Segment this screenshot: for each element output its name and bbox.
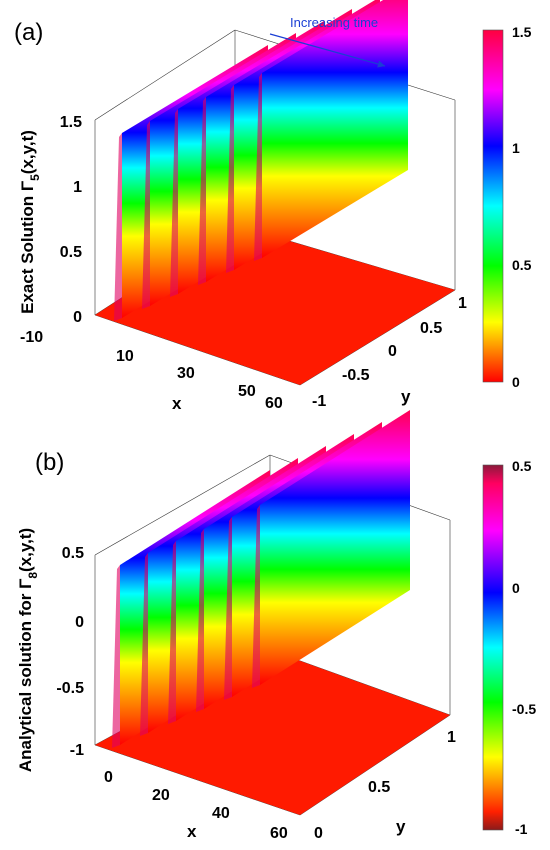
- panel-b-y-tick: 0.5: [368, 779, 390, 796]
- panel-b-cb-tick: -1: [515, 821, 528, 837]
- panel-b-xlabel: x: [187, 822, 197, 841]
- panel-b-y-tick: 1: [447, 729, 456, 746]
- panel-a-y-tick: 1: [458, 295, 467, 312]
- ridge-edge: [252, 505, 260, 688]
- ridge-edge: [254, 73, 262, 261]
- panel-b-x-tick: 60: [270, 825, 288, 842]
- panel-a-zlabel: Exact Solution Γ5(x,y,t): [18, 130, 42, 314]
- panel-a-zlabel-main: Exact Solution Γ: [18, 181, 37, 314]
- ridge-wall: [260, 410, 410, 685]
- panel-a-xlabel: x: [172, 394, 182, 413]
- panel-a-z-tick: 1: [73, 179, 82, 196]
- panel-a-x-tick: 50: [238, 383, 256, 400]
- panel-b-colorbar-ticks: -1 -0.5 0 0.5: [512, 458, 536, 837]
- panel-b-x-ticks: 0 20 40 60: [104, 769, 288, 842]
- ridge-edge: [112, 565, 120, 748]
- panel-b-zlabel-tail: (x,y,t): [16, 528, 35, 572]
- panel-a-colorbar-ticks: 0 0.5 1 1.5: [512, 24, 532, 390]
- panel-b: (b) -1 -0.5 0 0.5 Analytical solution fo…: [16, 410, 536, 842]
- panel-b-floor: [95, 650, 450, 815]
- panel-b-x-tick: 0: [104, 769, 113, 786]
- panel-a-x-tick: 30: [177, 365, 195, 382]
- ridge-edge: [226, 85, 234, 273]
- panel-b-colorbar: [482, 464, 504, 831]
- panel-a-y-ticks: -1 -0.5 0 0.5 1: [312, 295, 467, 410]
- panel-a-z-tick: 1.5: [60, 114, 82, 131]
- panel-b-z-tick: 0: [75, 614, 84, 631]
- panel-a-ylabel: y: [401, 387, 411, 406]
- panel-b-ridges: [112, 410, 410, 748]
- panel-b-z-tick: 0.5: [62, 545, 84, 562]
- panel-a-cb-tick: 0: [512, 374, 520, 390]
- ridge-edge: [198, 97, 206, 285]
- panel-b-cb-tick: -0.5: [512, 701, 536, 717]
- panel-a-y-tick: 0.5: [420, 320, 442, 337]
- panel-b-y-tick: 0: [314, 825, 323, 842]
- panel-b-label: (b): [35, 449, 64, 476]
- ridge-edge: [224, 517, 232, 700]
- panel-a-cb-tick: 1: [512, 140, 520, 156]
- panel-a-ridges: [114, 0, 408, 321]
- panel-a-z-ticks: 0 0.5 1 1.5: [60, 114, 82, 326]
- panel-a-annotation: Increasing time: [290, 15, 378, 30]
- panel-a-zlabel-sub: 5: [28, 174, 42, 181]
- panel-a-y-tick: 0: [388, 343, 397, 360]
- panel-a-colorbar: [482, 29, 504, 383]
- panel-a-x-tick: -10: [20, 329, 43, 346]
- panel-a-cb-tick: 0.5: [512, 257, 532, 273]
- panel-a: (a) Increasing time 0 0.5 1 1.5: [14, 0, 532, 413]
- panel-a-annotation-arrow: [269, 33, 386, 68]
- panel-a-y-tick: -0.5: [342, 367, 370, 384]
- panel-b-cb-tick: 0.5: [512, 458, 532, 474]
- panel-b-zlabel-main: Analytical solution for Γ: [16, 579, 35, 772]
- ridge-wall: [262, 0, 408, 258]
- panel-b-x-tick: 40: [212, 805, 230, 822]
- ridge-edge: [140, 553, 148, 736]
- ridge-edge: [142, 121, 150, 309]
- panel-a-x-tick: 60: [265, 395, 283, 412]
- ridge-edge: [196, 529, 204, 712]
- panel-a-z-tick: 0: [73, 309, 82, 326]
- ridge-edge: [168, 541, 176, 724]
- panel-b-zlabel: Analytical solution for Γ8(x,y,t): [16, 528, 40, 772]
- panel-b-z-tick: -1: [70, 742, 84, 759]
- panel-b-ylabel: y: [396, 817, 406, 836]
- panel-a-z-tick: 0.5: [60, 244, 82, 261]
- panel-b-x-tick: 20: [152, 787, 170, 804]
- panel-b-y-ticks: 0 0.5 1: [314, 729, 456, 842]
- panel-a-label: (a): [14, 19, 43, 46]
- panel-b-zlabel-sub: 8: [26, 572, 40, 579]
- panel-a-cb-tick: 1.5: [512, 24, 532, 40]
- panel-a-x-tick: 10: [116, 348, 134, 365]
- panel-b-z-ticks: -1 -0.5 0 0.5: [56, 545, 84, 759]
- panel-a-x-ticks: -10 10 30 50 60: [20, 329, 283, 412]
- panel-b-cb-tick: 0: [512, 580, 520, 596]
- ridge-edge: [114, 133, 122, 321]
- panel-b-z-tick: -0.5: [56, 680, 84, 697]
- panel-a-zlabel-tail: (x,y,t): [18, 130, 37, 174]
- panel-a-y-tick: -1: [312, 393, 326, 410]
- ridge-edge: [170, 109, 178, 297]
